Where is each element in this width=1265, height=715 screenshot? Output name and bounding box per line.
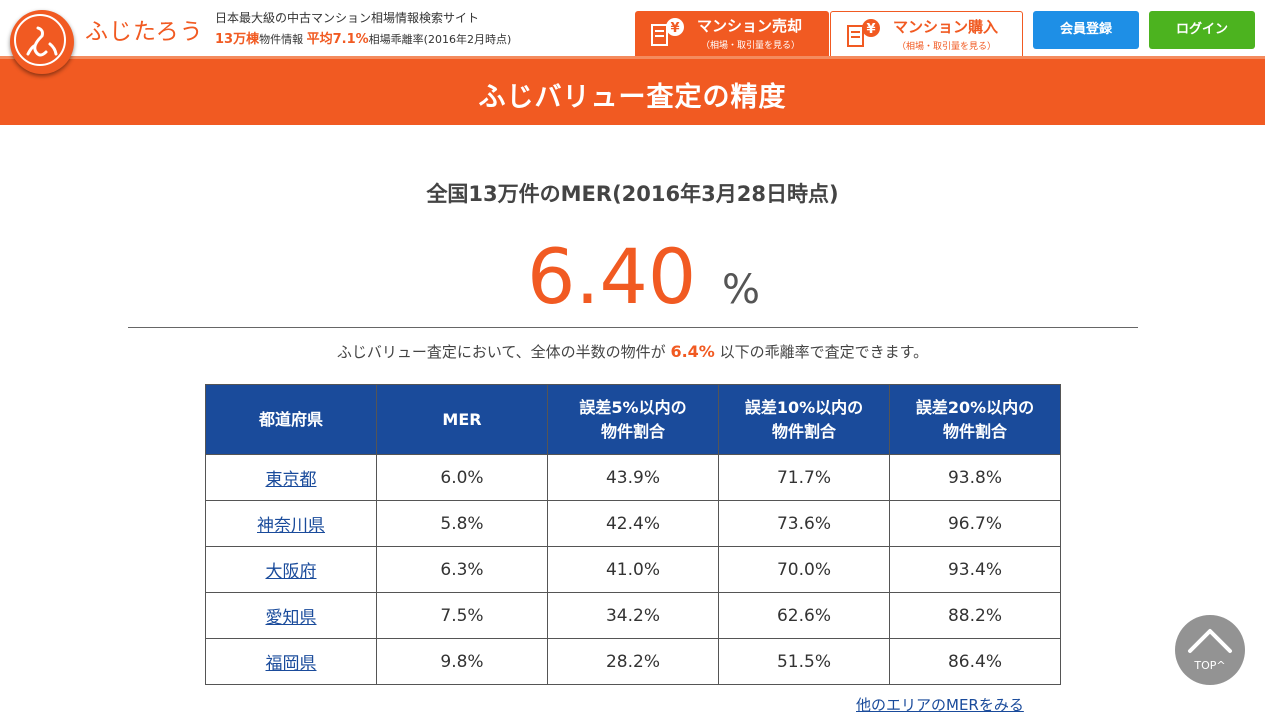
- header-label: 誤差20%以内の 物件割合: [915, 397, 1035, 441]
- table-cell: 62.6%: [718, 592, 890, 639]
- table-cell: 34.2%: [547, 592, 719, 639]
- document-yen-icon: ¥: [847, 19, 880, 47]
- prefecture-link[interactable]: 東京都: [265, 470, 317, 490]
- title-band: ふじバリュー査定の精度: [0, 56, 1265, 125]
- logo[interactable]: [10, 10, 74, 74]
- table-cell: 93.4%: [889, 546, 1061, 593]
- table-cell: 73.6%: [718, 500, 890, 547]
- table-cell: 6.3%: [376, 546, 548, 593]
- table-cell: 5.8%: [376, 500, 548, 547]
- header-cell-within-5: 誤差5%以内の 物件割合: [547, 384, 719, 455]
- prefecture-link[interactable]: 愛知県: [265, 608, 317, 628]
- table-cell: 42.4%: [547, 500, 719, 547]
- table-row: 大阪府 6.3% 41.0% 70.0% 93.4%: [205, 546, 1061, 593]
- header-label: 誤差10%以内の 物件割合: [744, 397, 864, 441]
- header-cell-within-20: 誤差20%以内の 物件割合: [889, 384, 1061, 455]
- table-row: 愛知県 7.5% 34.2% 62.6% 88.2%: [205, 592, 1061, 639]
- document-yen-icon: ¥: [651, 18, 684, 46]
- prefecture-cell: 愛知県: [205, 592, 377, 639]
- table-cell: 7.5%: [376, 592, 548, 639]
- site-stats: 13万棟物件情報 平均7.1%相場乖離率(2016年2月時点): [215, 28, 511, 47]
- login-button[interactable]: ログイン: [1149, 11, 1255, 49]
- svg-text:¥: ¥: [670, 21, 679, 36]
- table-cell: 43.9%: [547, 454, 719, 501]
- table-cell: 9.8%: [376, 638, 548, 685]
- table-row: 神奈川県 5.8% 42.4% 73.6% 96.7%: [205, 500, 1061, 547]
- divider: [128, 327, 1138, 328]
- table-cell: 6.0%: [376, 454, 548, 501]
- table-row: 東京都 6.0% 43.9% 71.7% 93.8%: [205, 454, 1061, 501]
- stats-count: 13万棟: [215, 32, 260, 47]
- header-label: 誤差5%以内の 物件割合: [579, 397, 687, 441]
- mer-note: ふじバリュー査定において、全体の半数の物件が 6.4% 以下の乖離率で査定できま…: [0, 341, 1265, 362]
- chevron-up-icon: [1188, 629, 1232, 653]
- logo-fu-icon: [26, 26, 58, 57]
- prefecture-cell: 福岡県: [205, 638, 377, 685]
- svg-text:¥: ¥: [866, 22, 875, 37]
- header-cell-within-10: 誤差10%以内の 物件割合: [718, 384, 890, 455]
- mer-note-value: 6.4%: [670, 342, 715, 361]
- mer-unit: %: [722, 267, 761, 313]
- prefecture-cell: 神奈川県: [205, 500, 377, 547]
- table-row: 福岡県 9.8% 28.2% 51.5% 86.4%: [205, 638, 1061, 685]
- register-button[interactable]: 会員登録: [1033, 11, 1139, 49]
- stats-count-suffix: 物件情報: [259, 33, 304, 46]
- site-header: ふじたろう 日本最大級の中古マンション相場情報検索サイト 13万棟物件情報 平均…: [0, 0, 1265, 74]
- table-cell: 86.4%: [889, 638, 1061, 685]
- nav-buy-tab[interactable]: ¥ マンション購入 （相場・取引量を見る）: [830, 11, 1023, 56]
- prefecture-cell: 東京都: [205, 454, 377, 501]
- stats-average: 平均7.1%: [306, 32, 369, 47]
- stats-average-suffix: 相場乖離率(2016年2月時点): [368, 33, 512, 46]
- prefecture-link[interactable]: 神奈川県: [257, 516, 325, 536]
- prefecture-cell: 大阪府: [205, 546, 377, 593]
- table-header-row: 都道府県 MER 誤差5%以内の 物件割合 誤差10%以内の 物件割合 誤差20…: [205, 384, 1061, 455]
- mer-table: 都道府県 MER 誤差5%以内の 物件割合 誤差10%以内の 物件割合 誤差20…: [205, 384, 1061, 685]
- table-cell: 51.5%: [718, 638, 890, 685]
- nav-sell-tab[interactable]: ¥ マンション売却 （相場・取引量を見る）: [635, 11, 829, 56]
- brand-name[interactable]: ふじたろう: [85, 19, 204, 45]
- table-cell: 96.7%: [889, 500, 1061, 547]
- mer-heading: 全国13万件のMER(2016年3月28日時点): [426, 182, 839, 206]
- mer-note-suffix: 以下の乖離率で査定できます。: [719, 343, 929, 361]
- nav-sell-label: マンション売却: [697, 17, 803, 35]
- prefecture-link[interactable]: 大阪府: [265, 562, 317, 582]
- mer-value: 6.40: [527, 232, 697, 321]
- table-cell: 88.2%: [889, 592, 1061, 639]
- table-cell: 28.2%: [547, 638, 719, 685]
- header-label: 都道府県: [258, 409, 323, 429]
- table-cell: 70.0%: [718, 546, 890, 593]
- nav-sell-sub: （相場・取引量を見る）: [701, 41, 801, 51]
- nav-buy-label: マンション購入: [893, 18, 999, 36]
- logo-ring: [14, 14, 66, 66]
- tagline: 日本最大級の中古マンション相場情報検索サイト: [215, 11, 480, 25]
- header-cell-mer: MER: [376, 384, 548, 455]
- page-title: ふじバリュー査定の精度: [478, 82, 787, 113]
- nav-buy-sub: （相場・取引量を見る）: [897, 42, 997, 52]
- header-label: MER: [442, 409, 482, 429]
- mer-note-prefix: ふじバリュー査定において、全体の半数の物件が: [336, 343, 666, 361]
- back-to-top-label: TOP^: [1194, 659, 1226, 672]
- header-cell-prefecture: 都道府県: [205, 384, 377, 455]
- table-cell: 93.8%: [889, 454, 1061, 501]
- table-cell: 41.0%: [547, 546, 719, 593]
- prefecture-link[interactable]: 福岡県: [265, 654, 317, 674]
- back-to-top-button[interactable]: TOP^: [1175, 615, 1245, 685]
- table-cell: 71.7%: [718, 454, 890, 501]
